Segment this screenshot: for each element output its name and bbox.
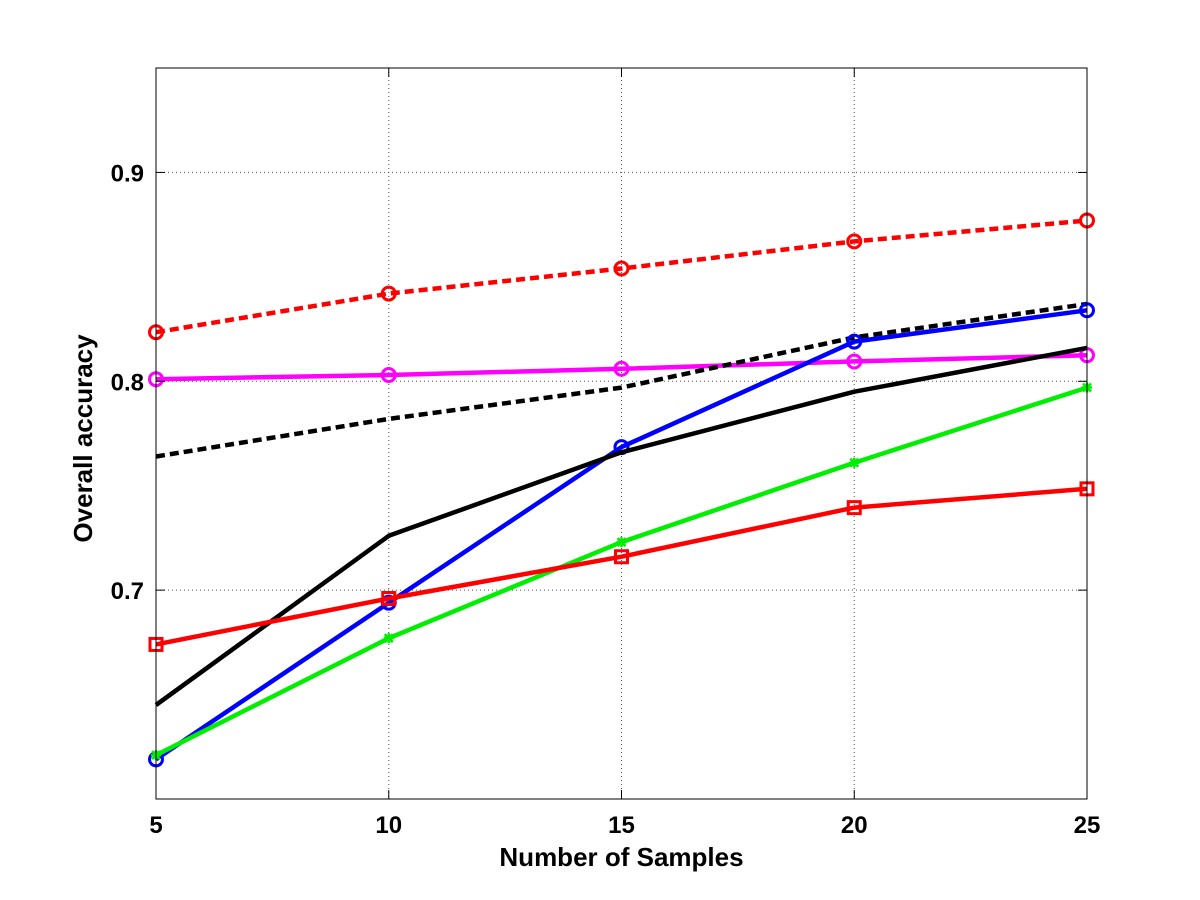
data-point [846, 353, 863, 370]
series-2 [148, 347, 1095, 388]
x-tick-label: 10 [375, 812, 402, 839]
y-tick-label: 0.9 [111, 160, 144, 187]
data-point [613, 360, 630, 377]
x-tick-label: 15 [608, 812, 635, 839]
data-point [846, 233, 863, 250]
y-tick-label: 0.8 [111, 369, 144, 396]
data-point [380, 285, 397, 302]
series-line [155, 301, 1088, 459]
x-tick-label: 25 [1074, 812, 1101, 839]
data-point [614, 549, 629, 565]
x-tick-label: 5 [149, 812, 162, 839]
data-point [846, 500, 862, 516]
y-tick-label: 0.7 [111, 578, 144, 605]
data-point [381, 590, 397, 606]
ticks: 5 10 15 20 25 0.7 0.8 0.9 [111, 68, 1101, 839]
data-point [613, 260, 630, 277]
data-point [616, 537, 627, 548]
series-line [155, 218, 1088, 335]
series-line [154, 385, 1088, 758]
data-point [849, 457, 860, 468]
series-line [155, 486, 1088, 647]
data-point [846, 333, 863, 350]
series-line [155, 352, 1088, 382]
data-point [380, 367, 397, 384]
series-1 [148, 212, 1095, 341]
x-tick-label: 20 [841, 812, 868, 839]
data-point [383, 633, 394, 644]
x-axis-label: Number of Samples [499, 842, 743, 872]
series-5 [154, 345, 1088, 707]
series-line [154, 345, 1088, 707]
series-7 [148, 481, 1095, 652]
series-3 [155, 301, 1088, 459]
y-axis-label: Overall accuracy [68, 334, 98, 543]
series-group [148, 212, 1095, 768]
series-line [154, 308, 1088, 762]
